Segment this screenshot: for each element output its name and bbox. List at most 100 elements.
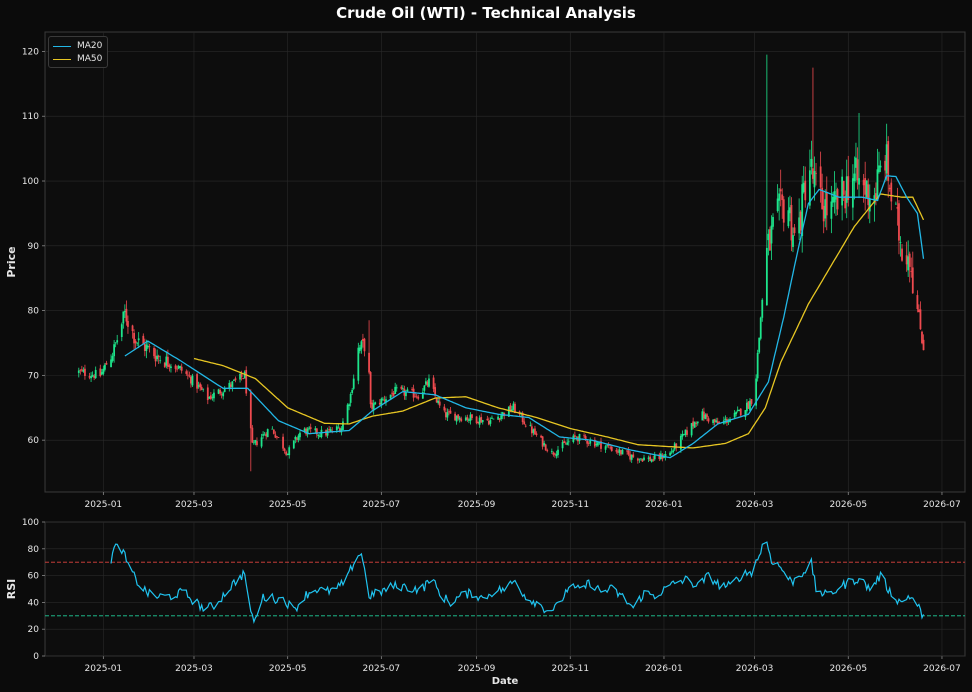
candle-body — [272, 429, 275, 434]
candle-body — [735, 411, 738, 415]
candle-body — [163, 362, 166, 368]
candle-body — [297, 435, 300, 440]
candle-body — [468, 419, 470, 421]
candle-body — [862, 179, 865, 186]
candle-body — [492, 418, 495, 420]
candle-body — [842, 181, 845, 195]
candle-body — [692, 421, 695, 427]
candle-body — [669, 452, 672, 456]
candle-body — [458, 417, 461, 420]
candle-body — [233, 380, 235, 381]
candle-body — [449, 410, 452, 414]
candle-body — [165, 356, 168, 366]
candle-body — [589, 440, 592, 444]
candle-body — [916, 295, 919, 310]
candle-body — [240, 373, 243, 378]
candle-body — [607, 444, 610, 447]
candle-body — [360, 341, 363, 350]
candle-body — [209, 395, 212, 399]
candle-body — [761, 299, 764, 318]
candle-body — [234, 378, 237, 381]
candle-body — [638, 458, 641, 460]
candle-body — [543, 443, 546, 446]
candle-body — [222, 392, 225, 397]
candle-body — [88, 376, 91, 378]
candle-body — [905, 255, 908, 265]
candle-body — [876, 169, 879, 201]
rsi-x-tick-label: 2025-05 — [269, 664, 307, 674]
candle-body — [822, 205, 825, 222]
candle-body — [649, 456, 652, 461]
candle-body — [885, 144, 888, 174]
candle-body — [830, 201, 833, 219]
candle-body — [385, 399, 387, 403]
candle-body — [145, 344, 148, 352]
candle-body — [606, 445, 609, 447]
price-x-tick-label: 2025-11 — [551, 500, 589, 510]
price-x-tick-label: 2025-03 — [175, 500, 213, 510]
candle-body — [554, 453, 556, 455]
candle-body — [670, 451, 673, 453]
candle-body — [391, 392, 394, 394]
candle-body — [739, 408, 742, 416]
candle-body — [142, 335, 145, 344]
price-y-tick-label: 90 — [28, 242, 40, 252]
candle-body — [899, 242, 902, 243]
candle-body — [374, 402, 377, 405]
candle-body — [335, 426, 338, 431]
candle-body — [801, 184, 804, 236]
candle-body — [93, 375, 96, 378]
candle-body — [308, 427, 311, 429]
candle-body — [540, 435, 542, 438]
candle-body — [713, 419, 716, 422]
candle-body — [411, 388, 413, 390]
candle-body — [736, 409, 739, 411]
candle-body — [567, 441, 570, 443]
candle-body — [759, 317, 762, 339]
candle-body — [792, 235, 794, 247]
candle-body — [523, 421, 526, 425]
candle-body — [197, 385, 200, 387]
candle-body — [455, 415, 458, 422]
candle-body — [394, 386, 397, 394]
candle-body — [320, 429, 323, 437]
candle-body — [767, 233, 770, 241]
candle-body — [744, 410, 747, 418]
ma20-line — [124, 175, 925, 459]
candle-body — [641, 458, 644, 462]
candle-body — [191, 375, 194, 386]
candle-body — [82, 369, 85, 372]
price-y-tick-label: 120 — [22, 47, 39, 57]
candle-body — [425, 381, 427, 385]
candle-body — [790, 204, 793, 241]
candle-body — [856, 159, 859, 181]
candle-body — [552, 452, 555, 455]
price-y-tick-label: 80 — [28, 307, 40, 317]
candle-body — [381, 398, 384, 400]
candle-body — [524, 425, 527, 427]
candle-body — [317, 434, 320, 436]
candle-body — [143, 343, 146, 351]
candle-body — [239, 373, 241, 380]
candle-body — [190, 376, 192, 384]
candle-body — [681, 433, 684, 437]
candle-body — [779, 189, 782, 192]
candle-body — [853, 173, 856, 181]
candle-body — [511, 409, 513, 411]
candle-body — [342, 421, 344, 431]
candle-body — [348, 404, 351, 407]
candle-body — [781, 194, 784, 201]
candle-body — [498, 418, 501, 420]
candle-body — [833, 191, 836, 203]
candle-body — [475, 416, 478, 424]
candle-body — [263, 434, 266, 436]
candle-body — [550, 451, 553, 452]
candle-body — [220, 394, 223, 396]
candle-body — [652, 459, 655, 461]
candle-body — [389, 394, 392, 399]
rsi-x-tick-label: 2025-09 — [458, 664, 496, 674]
candle-body — [208, 396, 211, 399]
candle-body — [679, 435, 682, 450]
candle-body — [530, 426, 533, 434]
candle-body — [114, 342, 117, 344]
